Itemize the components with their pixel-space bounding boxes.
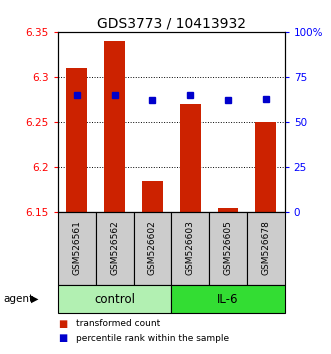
Bar: [133, 212, 171, 285]
Title: GDS3773 / 10413932: GDS3773 / 10413932: [97, 17, 246, 31]
Text: control: control: [94, 293, 135, 306]
Bar: [67, 68, 87, 212]
Text: ■: ■: [58, 333, 67, 343]
Bar: [171, 285, 285, 313]
Text: percentile rank within the sample: percentile rank within the sample: [76, 333, 229, 343]
Text: ▶: ▶: [31, 294, 39, 304]
Text: IL-6: IL-6: [217, 293, 239, 306]
Bar: [247, 212, 285, 285]
Bar: [142, 181, 163, 212]
Bar: [104, 41, 125, 212]
Bar: [58, 285, 171, 313]
Bar: [209, 212, 247, 285]
Bar: [171, 212, 209, 285]
Text: transformed count: transformed count: [76, 319, 161, 329]
Bar: [96, 212, 133, 285]
Text: agent: agent: [3, 294, 33, 304]
Bar: [180, 104, 201, 212]
Bar: [256, 122, 276, 212]
Text: GSM526561: GSM526561: [72, 220, 81, 275]
Text: GSM526602: GSM526602: [148, 220, 157, 275]
Text: GSM526678: GSM526678: [261, 220, 270, 275]
Text: GSM526603: GSM526603: [186, 220, 195, 275]
Text: GSM526605: GSM526605: [223, 220, 232, 275]
Bar: [58, 212, 96, 285]
Bar: [217, 208, 238, 212]
Text: GSM526562: GSM526562: [110, 220, 119, 275]
Text: ■: ■: [58, 319, 67, 329]
